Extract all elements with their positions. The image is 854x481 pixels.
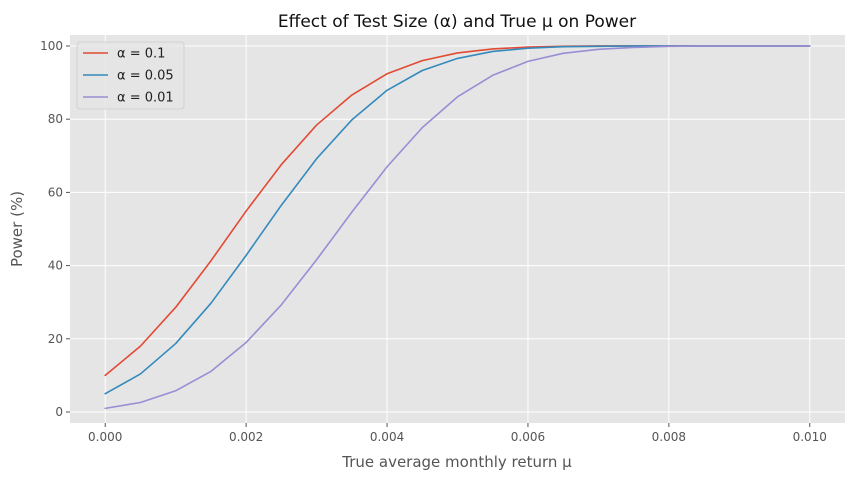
x-tick-label: 0.000 [88,430,122,444]
grid-lines [70,35,845,423]
x-tick-label: 0.010 [793,430,827,444]
legend-label-2: α = 0.05 [117,69,174,84]
y-tick-label: 100 [40,39,63,53]
y-tick-label: 0 [55,405,63,419]
y-tick-label: 80 [48,112,63,126]
series-layer [104,45,811,410]
x-tick-label: 0.006 [511,430,545,444]
x-axis-label: True average monthly return μ [341,453,572,471]
y-tick-label: 20 [48,332,63,346]
legend: α = 0.1 α = 0.05 α = 0.01 [76,41,185,110]
x-axis-ticks: 0.000 0.002 0.004 0.006 0.008 0.010 [88,423,827,444]
x-tick-label: 0.004 [370,430,404,444]
y-tick-label: 40 [48,259,63,273]
series-line-3 [104,45,811,410]
legend-label-1: α = 0.1 [117,47,165,62]
y-tick-label: 60 [48,185,63,199]
legend-box [76,41,185,110]
plot-area [70,35,845,423]
x-tick-label: 0.008 [652,430,686,444]
x-tick-label: 0.002 [229,430,263,444]
chart-title: Effect of Test Size (α) and True μ on Po… [278,12,636,32]
legend-label-3: α = 0.01 [117,91,174,106]
y-axis-ticks: 0 20 40 60 80 100 [40,39,70,419]
y-axis-label: Power (%) [8,191,26,267]
